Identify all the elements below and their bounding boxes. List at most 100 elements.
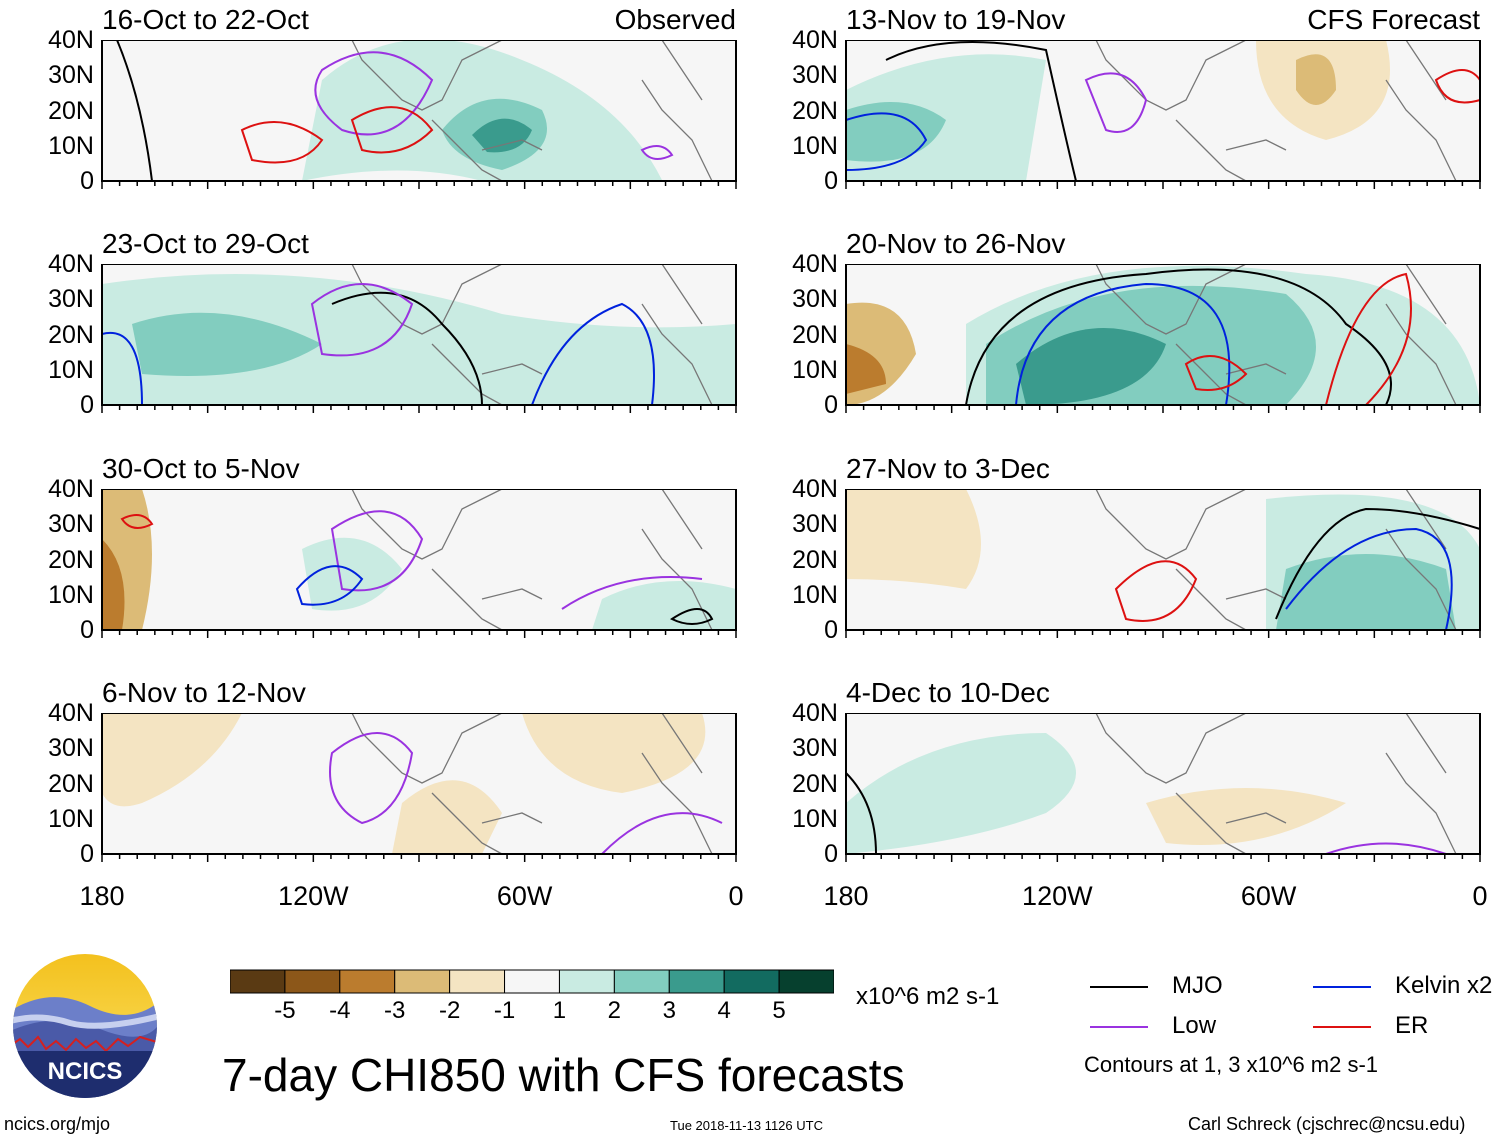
colorbar: [230, 969, 834, 994]
colorbar-swatch: [284, 969, 341, 994]
contour-line: [240, 121, 324, 164]
colorbar-swatch: [339, 969, 396, 994]
y-axis-label: 40N: [792, 250, 838, 278]
y-axis-label: 40N: [792, 26, 838, 54]
y-axis-label: 30N: [792, 285, 838, 314]
colorbar-tick-label: -2: [438, 997, 461, 1024]
contour-line: [640, 145, 674, 160]
y-axis-label: 10N: [48, 131, 94, 160]
colorbar-swatch: [449, 969, 506, 994]
panel-source-label: CFS Forecast: [1307, 4, 1480, 35]
contour-line: [314, 51, 434, 136]
field-shading: [1276, 554, 1456, 630]
y-axis-label: 40N: [792, 699, 838, 727]
timestamp: Tue 2018-11-13 1126 UTC: [670, 1118, 823, 1133]
contour-line: [1114, 560, 1198, 622]
contour-line: [601, 812, 723, 855]
field-shading: [102, 539, 125, 630]
panel-title: 16-Oct to 22-Oct: [102, 4, 309, 35]
colorbar-swatch: [394, 969, 451, 994]
colorbar-swatch: [723, 969, 780, 994]
colorbar-tick-label: 1: [552, 997, 567, 1024]
colorbar-swatch: [230, 969, 286, 994]
contour-line: [329, 732, 414, 825]
y-axis-label: 10N: [792, 580, 838, 609]
contour-line: [845, 772, 877, 855]
y-axis-label: 20N: [792, 545, 838, 574]
y-axis-label: 10N: [48, 355, 94, 384]
y-axis-label: 0: [80, 167, 94, 195]
contour-note: Contours at 1, 3 x10^6 m2 s-1: [1084, 1052, 1379, 1077]
panel-title: 30-Oct to 5-Nov: [102, 453, 300, 484]
contour-line: [295, 565, 364, 606]
legend-swatch: [1090, 986, 1148, 988]
y-axis-label: 10N: [792, 355, 838, 384]
contour-line: [1084, 72, 1148, 133]
y-axis-label: 20N: [48, 96, 94, 125]
x-axis-label: 0: [1472, 881, 1488, 911]
colorbar-tick-label: 3: [662, 997, 676, 1024]
y-axis-label: 10N: [792, 131, 838, 160]
contour-line: [885, 41, 1077, 182]
coastline: [1095, 40, 1457, 182]
contour-line: [1325, 842, 1447, 855]
field-shading: [302, 537, 402, 611]
y-axis-label: 40N: [48, 699, 94, 727]
coastline: [1095, 264, 1457, 406]
y-axis-label: 30N: [48, 61, 94, 90]
contour-line: [1325, 272, 1412, 406]
map-plot: [845, 264, 1481, 413]
credit: Carl Schreck (cjschrec@ncsu.edu): [1188, 1114, 1466, 1134]
y-axis-label: 20N: [48, 545, 94, 574]
y-axis-label: 30N: [792, 61, 838, 90]
colorbar-swatch: [504, 969, 560, 994]
y-axis-label: 40N: [48, 26, 94, 54]
legend-label: Low: [1172, 1012, 1217, 1039]
panel-title: 6-Nov to 12-Nov: [102, 677, 306, 708]
contour-line: [120, 514, 154, 529]
panel-title: 13-Nov to 19-Nov: [846, 4, 1066, 35]
coastline: [351, 713, 713, 855]
map-plot: [845, 40, 1481, 189]
panel-title: 27-Nov to 3-Dec: [846, 453, 1050, 484]
y-axis-label: 0: [824, 616, 838, 644]
x-axis-label: 180: [79, 881, 125, 911]
site-url[interactable]: ncics.org/mjo: [4, 1114, 111, 1134]
contour-line: [350, 106, 434, 154]
colorbar-tick-label: -4: [329, 997, 351, 1024]
map-plot: [845, 713, 1481, 862]
x-axis-label: 120W: [1022, 881, 1093, 911]
field-shading: [102, 713, 242, 807]
colorbar-tick-label: -5: [274, 997, 296, 1024]
main-title: 7-day CHI850 with CFS forecasts: [222, 1049, 905, 1101]
y-axis-label: 30N: [48, 734, 94, 763]
colorbar-swatch: [778, 969, 834, 994]
x-axis-label: 0: [728, 881, 744, 911]
y-axis-label: 40N: [792, 475, 838, 503]
field-shading: [592, 581, 736, 630]
colorbar-swatch: [613, 969, 670, 994]
y-axis-label: 10N: [792, 804, 838, 833]
contour-line: [561, 576, 703, 610]
field-shading: [522, 713, 706, 793]
map-plot: [101, 713, 737, 862]
map-plot: [101, 264, 737, 413]
y-axis-label: 0: [824, 391, 838, 419]
contour-line: [116, 40, 153, 182]
colorbar-units: x10^6 m2 s-1: [856, 983, 1000, 1010]
y-axis-label: 10N: [48, 804, 94, 833]
y-axis-label: 20N: [792, 320, 838, 349]
y-axis-label: 20N: [792, 96, 838, 125]
coastline: [1095, 713, 1457, 855]
field-shading: [472, 118, 532, 153]
y-axis-label: 30N: [48, 285, 94, 314]
panel-title: 20-Nov to 26-Nov: [846, 228, 1066, 259]
colorbar-tick-label: 2: [607, 997, 622, 1024]
y-axis-label: 0: [80, 391, 94, 419]
contour-line: [531, 302, 655, 406]
x-axis-label: 120W: [278, 881, 349, 911]
y-axis-label: 0: [80, 840, 94, 868]
y-axis-label: 40N: [48, 475, 94, 503]
y-axis-label: 0: [80, 616, 94, 644]
field-shading: [846, 344, 886, 394]
